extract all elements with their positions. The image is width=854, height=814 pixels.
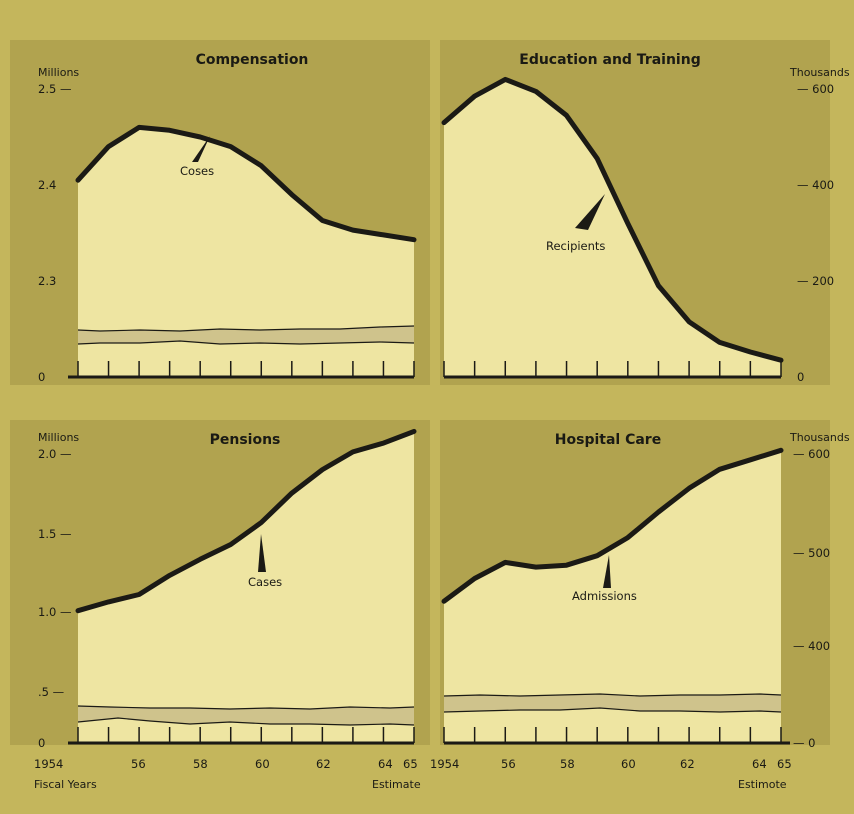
compensation-break-band: [78, 326, 414, 344]
compensation-y-tick-label: 0: [38, 370, 45, 384]
pensions-line: [75, 428, 417, 614]
education-y-tick-label: — 600: [797, 82, 834, 96]
education-y-tick-label: — 200: [797, 274, 834, 288]
x-tick-label-right: 65: [777, 757, 792, 771]
pensions-break-line-upper: [77, 705, 415, 710]
x-tick-label-left: 56: [131, 757, 146, 771]
education-title: Education and Training: [519, 52, 700, 68]
pensions-y-tick-label: 1.0 —: [38, 605, 71, 619]
pensions-y-tick-label: 2.0 —: [38, 447, 71, 461]
hospital-title: Hospital Care: [555, 432, 661, 448]
pensions-break-line-lower: [77, 717, 415, 726]
x-tick-label-left: 62: [316, 757, 331, 771]
hospital-area: [444, 450, 781, 743]
hospital-y-tick-label: — 400: [793, 639, 830, 653]
education-annotation: Recipients: [546, 239, 605, 253]
x-tick-label-right: 62: [680, 757, 695, 771]
x-tick-label-right: 56: [501, 757, 516, 771]
hospital-y-tick-label: — 600: [793, 447, 830, 461]
x-tick-label-right: 64: [752, 757, 767, 771]
x-tick-label-left: 64: [378, 757, 393, 771]
pensions-annotation: Cases: [248, 575, 282, 589]
pensions-y-tick-label: .5 —: [38, 685, 64, 699]
x-tick-label-left: 1954: [34, 757, 63, 771]
x-tick-label-right: 58: [560, 757, 575, 771]
hospital-annotation-pointer: [603, 555, 611, 588]
compensation-y-tick-label: 2.5 —: [38, 82, 71, 96]
education-y-tick-label: — 400: [797, 178, 834, 192]
compensation-y-tick-label: 2.4: [38, 178, 56, 192]
x-axis-ticks: [77, 361, 782, 743]
education-area: [444, 79, 781, 378]
education-annotation-pointer: [575, 194, 605, 230]
x-tick-label-left: 60: [255, 757, 270, 771]
hospital-break-line-lower: [443, 707, 782, 713]
compensation-title: Compensation: [196, 52, 309, 68]
hospital-y-tick-label: — 500: [793, 546, 830, 560]
pensions-y-tick-label: 1.5 —: [38, 527, 71, 541]
pensions-break-band: [78, 706, 414, 725]
x-axis-estimate-left: Estimate: [372, 778, 421, 791]
hospital-line: [441, 447, 784, 604]
hospital-break-band: [444, 694, 781, 712]
compensation-break-line-upper: [77, 325, 415, 332]
x-tick-label-left: 65: [403, 757, 418, 771]
pensions-annotation-pointer: [258, 534, 266, 572]
x-tick-label-right: 1954: [430, 757, 459, 771]
education-unit-label: Thousands: [789, 66, 850, 79]
hospital-break-line-upper: [443, 693, 782, 697]
compensation-annotation-pointer: [192, 136, 210, 162]
compensation-unit-label: Millions: [38, 66, 79, 79]
education-y-tick-label: 0: [797, 370, 804, 384]
compensation-y-tick-label: 2.3: [38, 274, 56, 288]
compensation-area: [78, 127, 414, 378]
compensation-break-line-lower: [77, 340, 415, 345]
education-line: [441, 76, 784, 363]
hospital-unit-label: Thousands: [789, 431, 850, 444]
pensions-unit-label: Millions: [38, 431, 79, 444]
x-tick-label-left: 58: [193, 757, 208, 771]
hospital-annotation: Admissions: [572, 589, 637, 603]
pensions-y-tick-label: 0: [38, 736, 45, 750]
compensation-annotation: Coses: [180, 164, 214, 178]
pensions-title: Pensions: [210, 432, 281, 448]
pensions-area: [78, 431, 414, 743]
x-axis-estimate-right: Estimote: [738, 778, 787, 791]
hospital-y-tick-label: — 0: [793, 736, 815, 750]
x-tick-label-right: 60: [621, 757, 636, 771]
compensation-line: [75, 124, 417, 243]
x-axis-caption: Fiscal Years: [34, 778, 97, 791]
